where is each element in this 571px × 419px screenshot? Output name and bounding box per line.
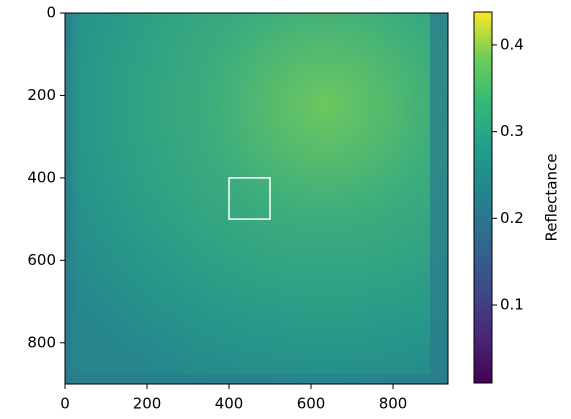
image-edge <box>430 13 448 384</box>
y-tick-label: 400 <box>27 168 56 186</box>
plot-area <box>65 13 448 384</box>
x-tick-label: 400 <box>215 395 244 413</box>
colorbar-tick-label: 0.1 <box>500 295 524 313</box>
colorbar-tick-label: 0.4 <box>500 35 524 53</box>
x-tick-label: 0 <box>60 395 70 413</box>
plot-frame <box>64 12 449 385</box>
x-tick-label: 200 <box>133 395 162 413</box>
colorbar-label: Reflectance <box>543 154 561 242</box>
x-tick-label: 600 <box>297 395 326 413</box>
y-tick-label: 0 <box>46 4 56 22</box>
colorbar-tick-label: 0.3 <box>500 122 524 140</box>
y-tick-label: 800 <box>27 333 56 351</box>
colorbar-tick-label: 0.2 <box>500 209 524 227</box>
y-tick-label: 600 <box>27 251 56 269</box>
image-edge <box>65 374 448 384</box>
image-edge <box>65 13 79 384</box>
x-tick-label: 800 <box>379 395 408 413</box>
colorbar-gradient <box>473 11 493 384</box>
roi-rectangle <box>228 177 271 220</box>
y-tick-label: 200 <box>27 86 56 104</box>
image <box>65 13 448 384</box>
